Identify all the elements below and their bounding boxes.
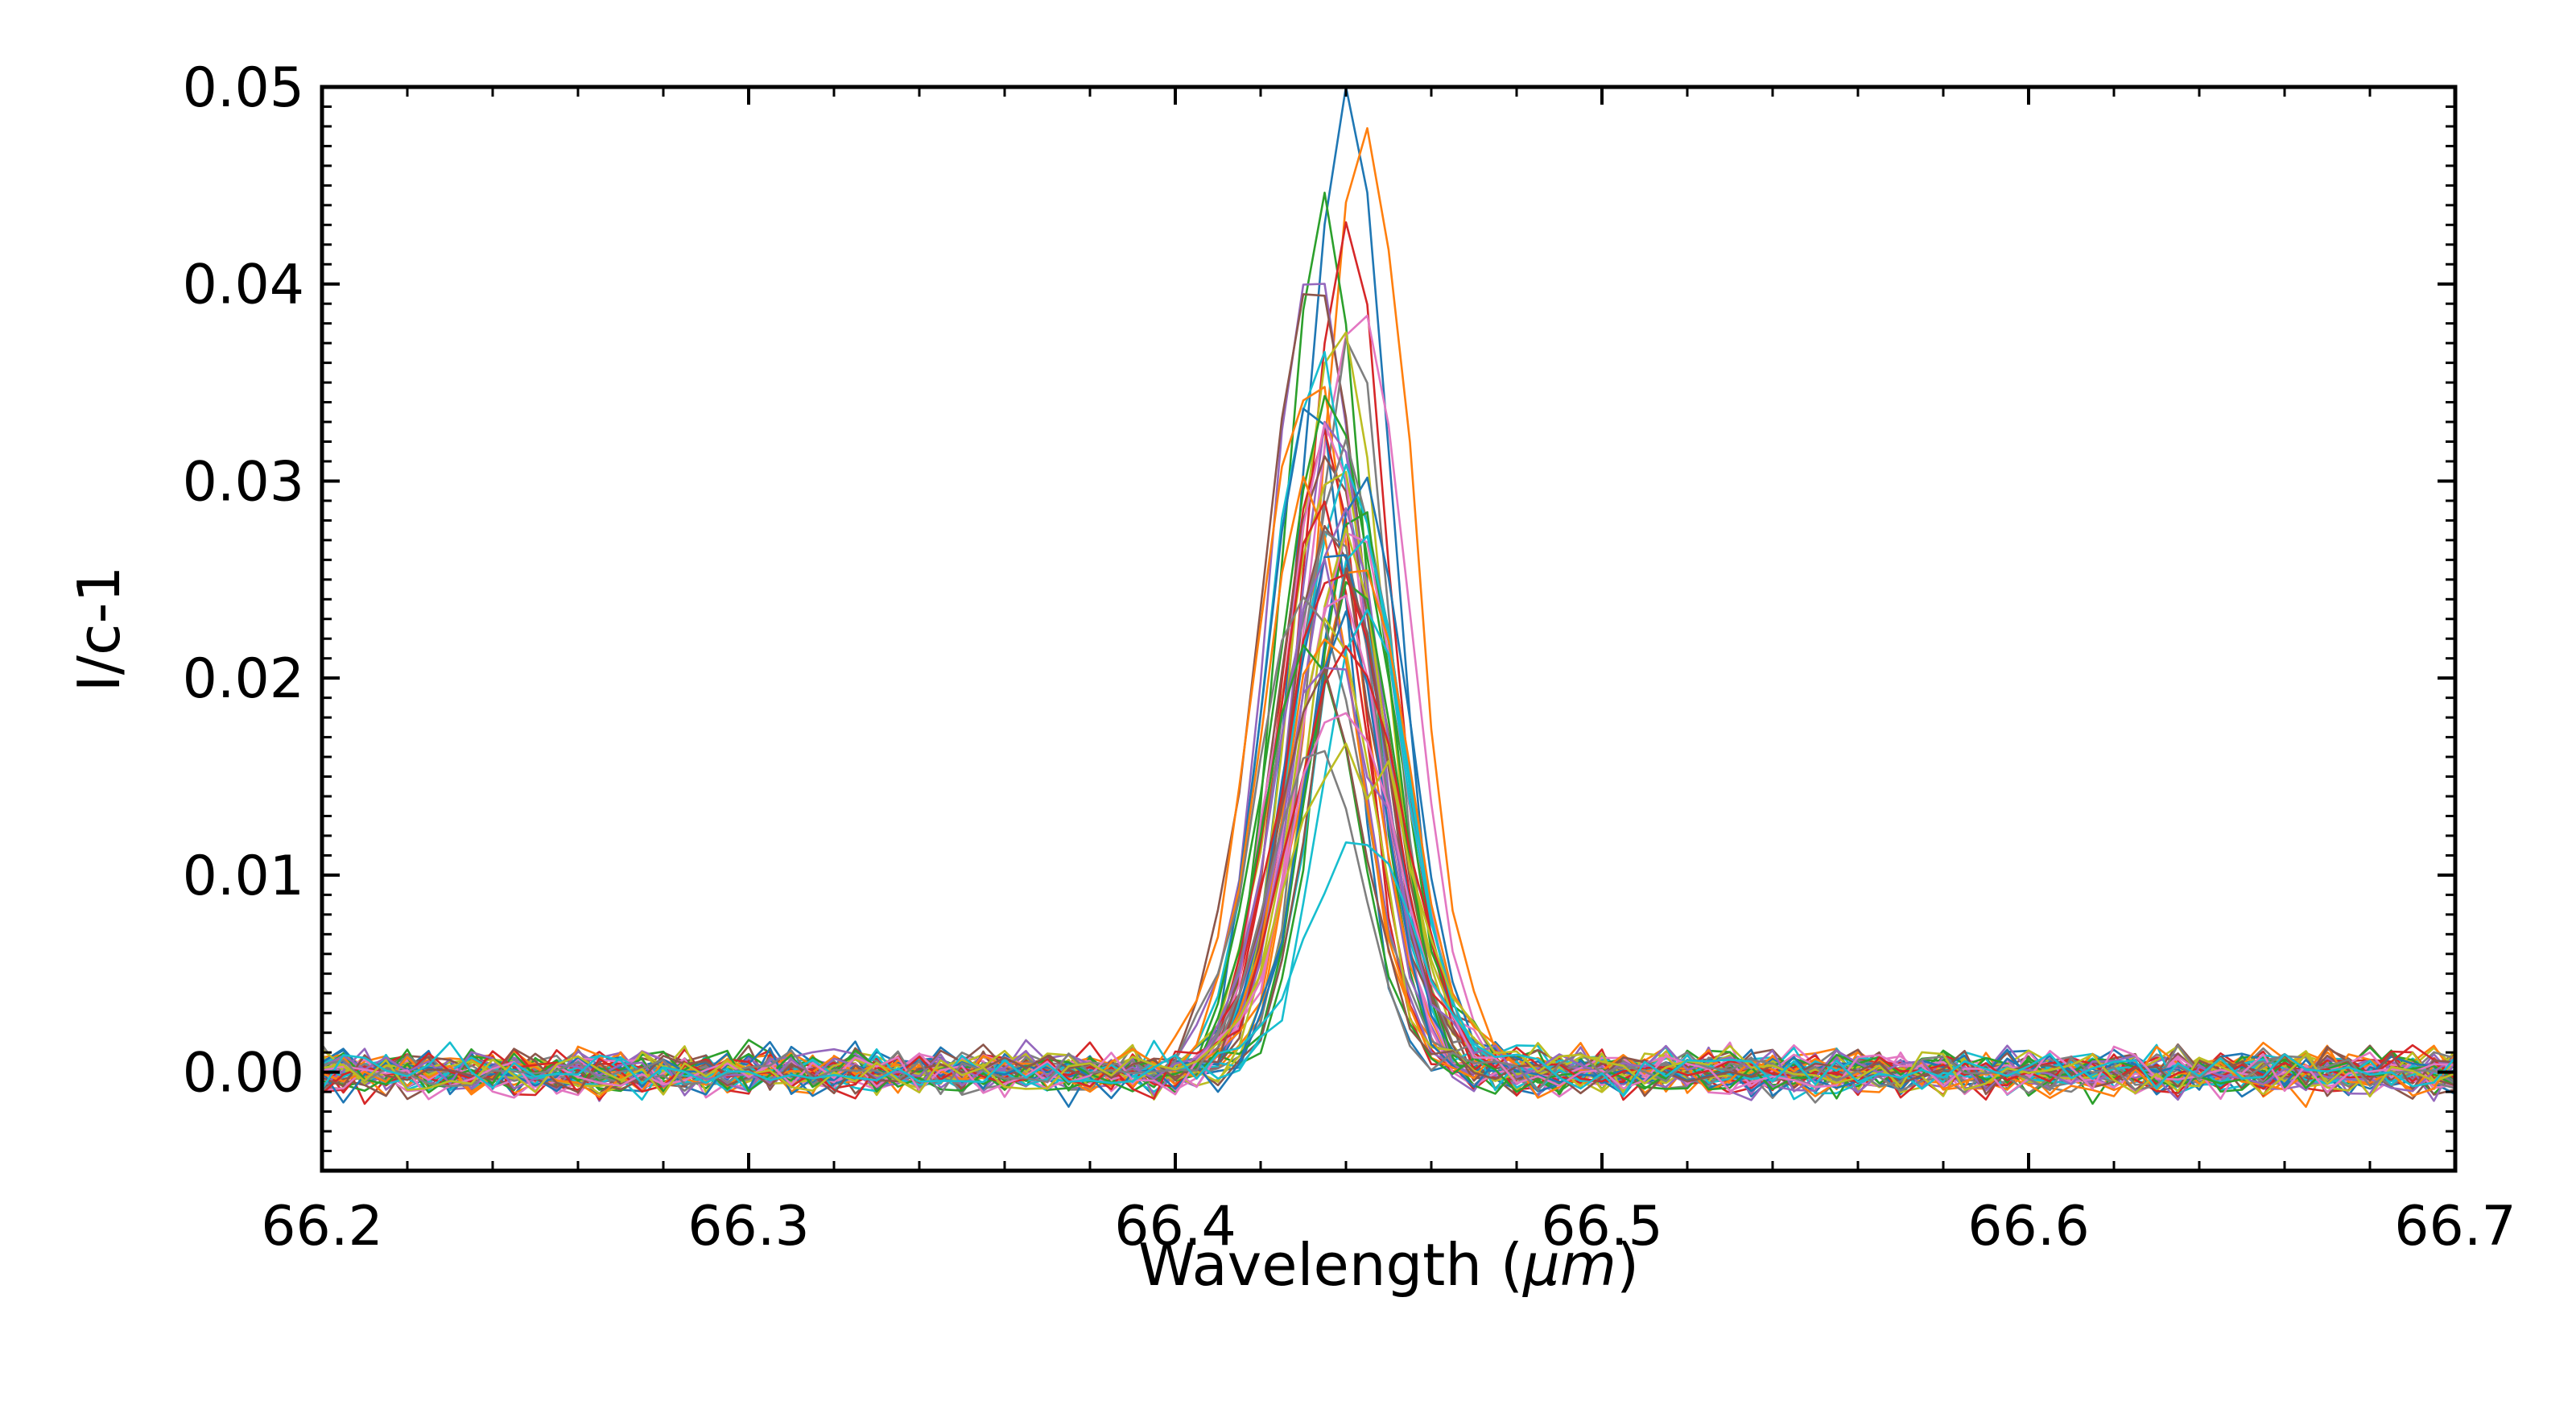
x-axis-label: Wavelength (μm) xyxy=(1138,1231,1639,1299)
series-line-41 xyxy=(322,610,2455,1104)
x-tick-label: 66.5 xyxy=(1541,1195,1662,1258)
x-tick-label: 66.2 xyxy=(261,1195,382,1258)
x-tick-label: 66.6 xyxy=(1967,1195,2089,1258)
x-tick-label: 66.7 xyxy=(2394,1195,2516,1258)
y-tick-label: 0.05 xyxy=(183,56,304,120)
series-line-46 xyxy=(322,668,2455,1096)
x-tick-label: 66.3 xyxy=(687,1195,809,1258)
y-tick-label: 0.04 xyxy=(183,254,304,317)
plot-frame xyxy=(320,85,2458,1173)
tick-labels: 66.2 66.3 66.4 66.5 66.6 66.7 0.00 0.01 0.02 0.03… xyxy=(183,56,2516,1258)
y-tick-label: 0.01 xyxy=(183,845,304,908)
series-line-49 xyxy=(322,742,2455,1097)
x-tick-label: 66.4 xyxy=(1114,1195,1236,1258)
series-line-48 xyxy=(322,750,2455,1096)
y-axis-label: I/c-1 xyxy=(65,566,133,692)
y-tick-label: 0.00 xyxy=(183,1042,304,1105)
y-tick-label: 0.02 xyxy=(183,647,304,711)
series-line-47 xyxy=(322,712,2455,1101)
series-group xyxy=(322,87,2455,1108)
series-line-50 xyxy=(322,841,2455,1097)
y-tick-label: 0.03 xyxy=(183,450,304,514)
